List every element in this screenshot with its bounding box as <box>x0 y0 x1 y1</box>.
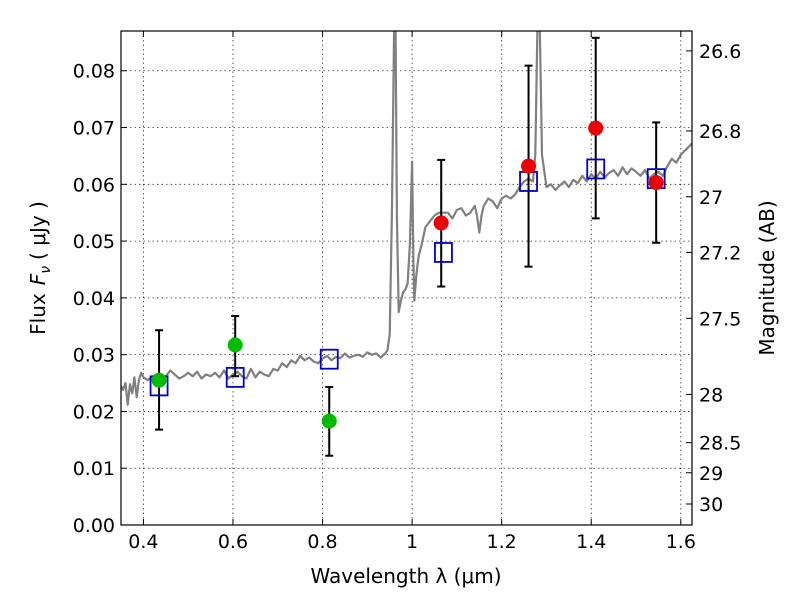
spectrum-line <box>121 31 692 406</box>
y2-axis-title: Magnitude (AB) <box>755 200 779 355</box>
tick-layer: 0.4 0.6 0.8 1 1.2 1.4 1.6 0.00 0.01 0.02 0.03 0.04 0… <box>73 31 741 553</box>
model-square-marker <box>586 158 606 180</box>
y-tick-label: 0.06 <box>73 174 115 196</box>
y2-tick-label: 26.6 <box>699 41 741 63</box>
y2-tick-label: 29 <box>699 463 723 485</box>
x-tick-label: 1.6 <box>666 531 696 553</box>
errorbar-layer <box>155 36 661 457</box>
marker-layer <box>149 120 666 429</box>
y-tick-label: 0.03 <box>73 345 115 367</box>
x-axis-title: Wavelength λ (μm) <box>310 564 501 588</box>
y2-tick-label: 28 <box>699 384 723 406</box>
y-tick-label: 0.00 <box>73 515 115 537</box>
y2-tick-label: 28.5 <box>699 433 741 455</box>
y2-tick-label: 27.5 <box>699 308 741 330</box>
x-tick-label: 0.4 <box>128 531 158 553</box>
x-tick-label: 1 <box>406 531 418 553</box>
y2-tick-label: 30 <box>699 494 723 516</box>
y-tick-label: 0.05 <box>73 231 115 253</box>
optical-circle-marker <box>227 337 243 353</box>
y-axis-title-symbol: F <box>26 273 50 285</box>
optical-circle-marker <box>151 372 167 388</box>
infrared-circle-marker <box>588 120 604 136</box>
grid <box>121 31 692 526</box>
y-axis-title: Flux Fν ( μJy ) <box>26 201 54 335</box>
y-tick-label: 0.04 <box>73 288 115 310</box>
spectrum-layer <box>121 31 692 406</box>
infrared-circle-marker <box>521 158 537 174</box>
x-tick-label: 0.8 <box>307 531 337 553</box>
model-square-marker <box>434 242 453 263</box>
y-axis-title-subscript: ν <box>38 266 54 274</box>
y-tick-label: 0.08 <box>73 61 115 83</box>
y-tick-label: 0.02 <box>73 401 115 423</box>
y2-tick-label: 27.2 <box>699 242 741 264</box>
y2-tick-label: 26.8 <box>699 121 741 143</box>
y-tick-label: 0.07 <box>73 118 115 140</box>
plot-frame <box>120 30 693 526</box>
x-tick-label: 1.2 <box>487 531 517 553</box>
model-square-marker <box>319 348 339 370</box>
infrared-circle-marker <box>433 215 449 231</box>
optical-circle-marker <box>321 413 337 429</box>
y-tick-label: 0.01 <box>73 458 115 480</box>
x-tick-label: 1.4 <box>576 531 606 553</box>
y2-tick-label: 27 <box>699 187 723 209</box>
y-axis-title-units: ( μJy ) <box>26 201 50 260</box>
y-axis-title-prefix: Flux <box>26 293 50 335</box>
x-tick-label: 0.6 <box>218 531 248 553</box>
infrared-circle-marker <box>648 175 664 191</box>
model-square-marker <box>225 366 245 388</box>
